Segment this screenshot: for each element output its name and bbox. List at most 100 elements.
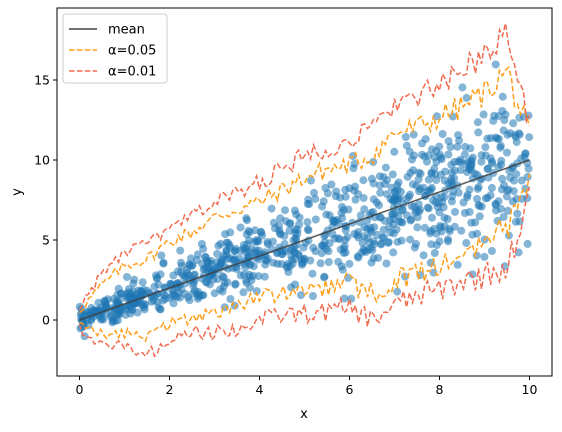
scatter-point — [405, 190, 414, 199]
scatter-point — [295, 213, 304, 222]
scatter-point — [394, 178, 403, 187]
scatter-point — [381, 163, 390, 172]
scatter-point — [479, 110, 488, 119]
scatter-point — [276, 229, 284, 238]
scatter-point — [309, 243, 318, 252]
scatter-point — [201, 278, 210, 287]
scatter-point — [123, 273, 131, 281]
mean-line — [79, 159, 530, 321]
scatter-point — [517, 176, 526, 185]
scatter-point — [465, 208, 474, 216]
y-tick-label: 10 — [34, 153, 50, 168]
scatter-point — [513, 209, 522, 218]
y-tick-label: 0 — [42, 313, 50, 328]
scatter-point — [214, 241, 223, 250]
scatter-point — [358, 239, 367, 248]
scatter-point — [491, 133, 500, 142]
scatter-point — [216, 261, 225, 270]
scatter-point — [502, 192, 511, 201]
scatter-point — [156, 270, 165, 279]
scatter-point — [222, 247, 231, 255]
scatter-point — [477, 157, 486, 166]
scatter-point — [483, 164, 492, 173]
scatter-point — [486, 154, 495, 163]
scatter-point — [130, 275, 139, 284]
scatter-point — [242, 278, 251, 287]
scatter-point — [508, 197, 517, 206]
scatter-point — [487, 247, 496, 255]
x-tick-label: 6 — [346, 382, 354, 397]
scatter-point — [401, 133, 410, 141]
scatter-point — [426, 258, 435, 267]
scatter-point — [324, 258, 333, 266]
scatter-point — [496, 141, 505, 150]
legend-box — [62, 13, 168, 84]
scatter-point — [408, 180, 417, 189]
scatter-point — [444, 137, 453, 146]
confidence-bands — [78, 23, 531, 358]
scatter-point — [311, 215, 320, 224]
legend: mean α=0.05 α=0.01 — [62, 13, 168, 84]
scatter-point — [427, 183, 436, 192]
x-axis-ticks: 0 2 4 6 8 10 — [76, 376, 538, 397]
scatter-point — [461, 160, 470, 169]
scatter-point — [334, 234, 343, 243]
scatter-point — [213, 275, 222, 283]
scatter-point — [226, 228, 235, 237]
scatter-point — [184, 293, 192, 302]
scatter-point — [200, 264, 209, 273]
scatter-point — [307, 176, 315, 185]
scatter-point — [471, 218, 480, 227]
scatter-point — [487, 183, 496, 192]
scatter-point — [243, 216, 251, 225]
scatter-point — [230, 247, 239, 256]
scatter-point — [403, 172, 412, 181]
scatter-point — [512, 170, 521, 179]
scatter-point — [156, 305, 164, 313]
scatter-point — [509, 187, 518, 196]
scatter-point — [427, 168, 436, 177]
scatter-point — [356, 211, 365, 220]
scatter-point — [339, 248, 348, 257]
scatter-point — [424, 175, 433, 184]
scatter-point — [414, 168, 423, 177]
scatter-point — [514, 248, 523, 257]
scatter-point — [100, 297, 109, 306]
scatter-point — [438, 130, 447, 138]
scatter-point — [252, 287, 261, 296]
scatter-point — [454, 188, 463, 197]
scatter-point — [523, 239, 532, 248]
scatter-point — [189, 271, 198, 280]
scatter-point — [420, 223, 429, 232]
scatter-point — [462, 93, 471, 102]
scatter-point — [250, 237, 259, 246]
scatter-point — [268, 237, 277, 246]
scatter-point — [414, 200, 423, 209]
scatter-point — [466, 144, 475, 153]
scatter-point — [299, 243, 308, 252]
scatter-point — [427, 240, 436, 249]
scatter-point — [210, 289, 219, 298]
plot-frame — [56, 7, 553, 377]
scatter-point — [365, 238, 374, 247]
scatter-point — [316, 259, 325, 268]
scatter-point — [322, 245, 331, 254]
scatter-point — [390, 147, 399, 156]
scatter-point — [503, 206, 512, 215]
scatter-point — [465, 185, 474, 194]
scatter-point — [318, 202, 327, 211]
scatter-point — [489, 116, 498, 125]
scatter-point — [456, 166, 465, 174]
scatter-point — [499, 126, 508, 135]
scatter-point — [481, 143, 490, 152]
y-tick-label: 15 — [34, 73, 50, 88]
scatter-point — [414, 175, 423, 184]
scatter-point — [424, 204, 433, 213]
scatter-point — [381, 180, 389, 188]
scatter-point — [375, 201, 383, 210]
scatter-point — [176, 246, 185, 255]
scatter-point — [397, 217, 405, 226]
scatter-point — [402, 141, 411, 150]
scatter-point — [447, 168, 456, 177]
x-tick-label: 10 — [522, 382, 538, 397]
